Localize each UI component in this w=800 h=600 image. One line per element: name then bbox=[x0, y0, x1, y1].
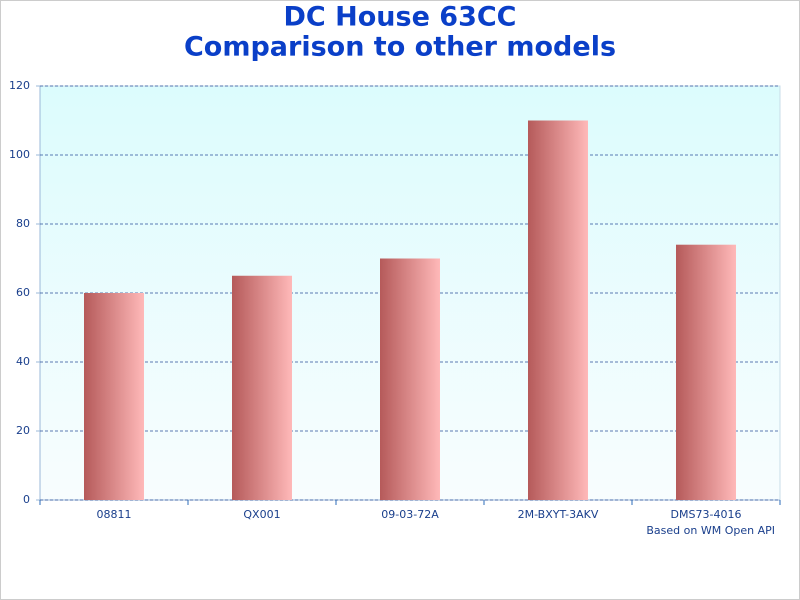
bar bbox=[232, 275, 292, 500]
x-tick-label: 2M-BXYT-3AKV bbox=[518, 508, 599, 521]
chart-title: DC House 63CC bbox=[284, 2, 517, 33]
x-tick-label: QX001 bbox=[243, 508, 280, 521]
x-tick-label: 09-03-72A bbox=[381, 508, 439, 521]
y-tick-label: 40 bbox=[16, 355, 30, 368]
bar bbox=[676, 244, 736, 500]
y-tick-label: 120 bbox=[9, 79, 30, 92]
bar bbox=[528, 120, 588, 500]
y-tick-label: 80 bbox=[16, 217, 30, 230]
bar bbox=[84, 293, 144, 500]
chart-subtitle: Comparison to other models bbox=[184, 32, 616, 63]
bar bbox=[380, 258, 440, 500]
x-tick-label: DMS73-4016 bbox=[671, 508, 742, 521]
annotation: Based on WM Open API bbox=[646, 524, 775, 537]
y-tick-label: 100 bbox=[9, 148, 30, 161]
y-tick-label: 0 bbox=[23, 493, 30, 506]
y-tick-label: 60 bbox=[16, 286, 30, 299]
x-tick-label: 08811 bbox=[97, 508, 132, 521]
y-tick-label: 20 bbox=[16, 424, 30, 437]
